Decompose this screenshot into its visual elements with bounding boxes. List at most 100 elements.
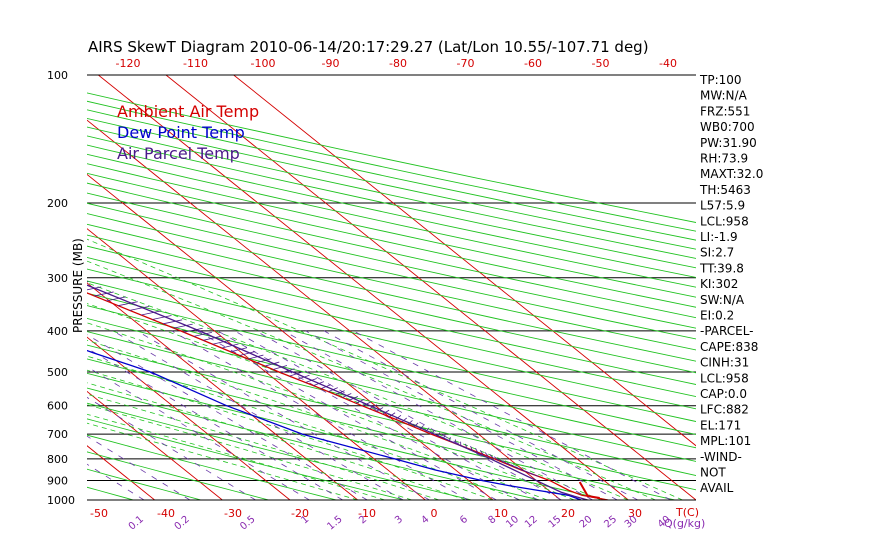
index-entry: PW:31.90 (700, 136, 757, 150)
cape-hatch (401, 417, 408, 423)
x-axis-unit-label: T(C) (675, 506, 699, 519)
isotherm-line (233, 75, 696, 447)
chart-title: AIRS SkewT Diagram 2010-06-14/20:17:29.2… (88, 38, 649, 56)
moist-adiabat (87, 339, 548, 500)
index-entry: KI:302 (700, 277, 738, 291)
cape-hatch (484, 452, 489, 457)
mixing-ratio-tick-label: 0.2 (173, 514, 192, 533)
cape-hatch (362, 401, 371, 407)
mixing-ratio-tick-label: 4 (419, 514, 431, 527)
cape-hatch (479, 450, 484, 455)
mixing-ratio-tick-label: 2 (357, 514, 369, 527)
pressure-tick-label: 600 (47, 400, 68, 413)
mixing-ratio-line (112, 330, 404, 500)
isotherm-line (0, 75, 19, 500)
index-entry: TH:5463 (699, 183, 751, 197)
mixing-ratio-line (305, 330, 618, 500)
cape-hatch (221, 343, 239, 349)
cape-hatch (493, 456, 500, 461)
dry-adiabat (87, 153, 696, 288)
isotherm-line (87, 119, 561, 500)
cape-hatch (152, 315, 172, 320)
mixing-ratio-unit-label: Q(g/kg) (664, 517, 705, 530)
mixing-ratio-line (197, 330, 497, 500)
moist-adiabat (87, 303, 602, 500)
cape-hatch (515, 466, 524, 472)
moist-adiabat (87, 238, 683, 500)
index-entry: -PARCEL- (700, 324, 754, 338)
index-entry: RH:73.9 (700, 152, 748, 166)
index-entry: LI:-1.9 (700, 230, 738, 244)
mixing-ratio-line (87, 396, 256, 500)
dry-adiabat (87, 387, 540, 500)
index-entry: CAP:0.0 (700, 387, 747, 401)
cape-hatch (239, 351, 256, 356)
cape-hatch (349, 396, 359, 401)
cape-hatch (470, 445, 473, 451)
cape-hatch (141, 310, 161, 316)
mixing-ratio-tick-label: 1 (299, 514, 311, 527)
mixing-ratio-line (283, 330, 593, 500)
ambient-air-temp-line (87, 292, 609, 500)
moist-adiabat (87, 404, 412, 500)
cape-hatch (506, 462, 514, 468)
index-entry: TT:39.8 (699, 261, 744, 275)
bottom-temp-tick-label: -30 (224, 507, 242, 520)
cape-hatch (355, 398, 365, 404)
cape-hatch (87, 286, 102, 291)
bottom-temp-tick-label: -40 (157, 507, 175, 520)
cape-hatch (511, 464, 519, 470)
index-entry: MPL:101 (700, 434, 751, 448)
wind-barb (578, 481, 600, 499)
top-temp-tick-label: -60 (524, 57, 542, 70)
moist-adiabat (87, 355, 521, 500)
index-entry: EL:171 (700, 418, 741, 432)
cape-hatch (118, 301, 138, 307)
index-entry: L57:5.9 (700, 199, 745, 213)
cape-hatch (289, 371, 303, 377)
cape-hatch (256, 358, 272, 363)
dry-adiabat (87, 213, 696, 351)
moist-adiabat (87, 282, 629, 500)
cape-hatch (0, 253, 17, 257)
mixing-ratio-tick-label: 20 (578, 514, 595, 531)
mixing-ratio-line (234, 330, 539, 500)
mixing-ratio-tick-label: 12 (523, 514, 540, 531)
cape-hatch (230, 347, 248, 353)
mixing-ratio-line (87, 347, 343, 500)
dry-adiabat (87, 451, 269, 500)
pressure-tick-label: 100 (47, 69, 68, 82)
dry-adiabat (87, 182, 696, 319)
cape-hatch (369, 404, 378, 410)
pressure-tick-label: 1000 (47, 494, 75, 507)
dry-adiabat (87, 372, 608, 500)
dry-adiabat (87, 305, 696, 449)
mixing-ratio-line (353, 330, 671, 500)
top-temp-tick-label: -120 (116, 57, 141, 70)
isotherm-line (87, 173, 494, 500)
bottom-temp-tick-label: 20 (561, 507, 575, 520)
cape-hatch (10, 259, 32, 263)
moist-adiabat (87, 393, 440, 500)
cape-hatch (407, 420, 413, 425)
dry-adiabat (87, 434, 337, 500)
moist-adiabat (87, 382, 467, 500)
cape-hatch (129, 306, 150, 311)
dry-adiabat (87, 402, 472, 500)
cape-hatch (183, 327, 203, 333)
moist-adiabat (87, 413, 385, 500)
dry-adiabat (87, 126, 696, 259)
mixing-ratio-line (87, 366, 310, 500)
bottom-temp-tick-label: -50 (90, 507, 108, 520)
isotherm-line (87, 390, 223, 500)
cape-hatch (419, 425, 424, 430)
cape-hatch (335, 390, 345, 395)
cape-hatch (94, 291, 114, 297)
cape-hatch (328, 387, 338, 393)
cape-hatch (297, 374, 310, 380)
cape-hatch (313, 381, 324, 386)
top-temp-tick-label: -100 (251, 57, 276, 70)
dry-adiabat (87, 358, 675, 500)
